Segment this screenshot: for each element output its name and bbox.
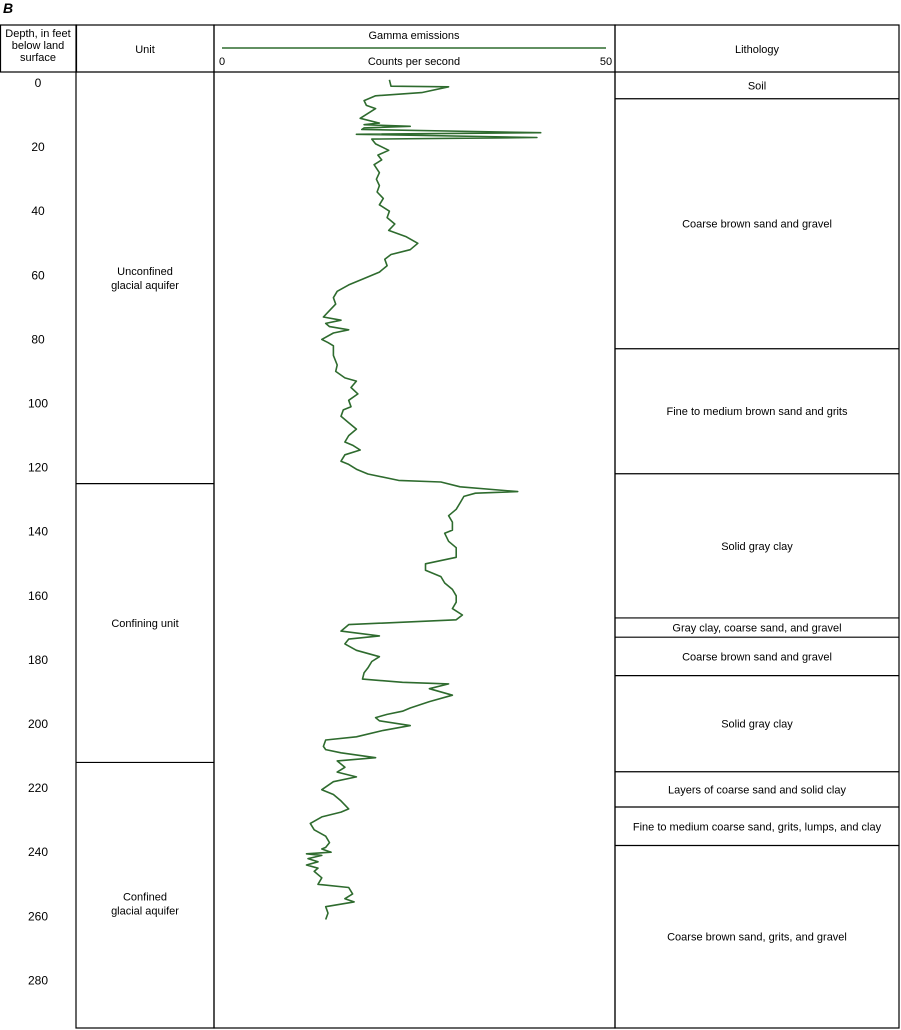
plot-column-frame [213,24,616,1029]
depth-tick-label: 40 [31,204,45,218]
depth-tick-labels: 0 20 40 60 80 100 120 140 160 180 200 220 240 260 280 [28,76,48,987]
depth-tick-label: 60 [31,268,45,282]
unit-column-header: Unit [135,44,155,56]
depth-tick-label: 80 [31,332,45,346]
lithology-label: Coarse brown sand and gravel [682,219,832,231]
unit-label: Unconfined [117,266,173,278]
lithology-label: Solid gray clay [721,719,793,731]
depth-tick-label: 0 [35,76,42,90]
depth-tick-label: 200 [28,717,48,731]
lithology-column-header: Lithology [735,44,780,56]
depth-header-line: surface [20,52,56,64]
depth-tick-label: 100 [28,397,48,411]
panel-label: B [3,0,14,16]
unit-label: Confining unit [111,618,178,630]
lithology-label: Coarse brown sand, grits, and gravel [667,932,847,944]
unit-label: glacial aquifer [111,280,179,292]
unit-intervals: Unconfined glacial aquifer Confining unit C… [76,266,214,917]
depth-tick-label: 240 [28,845,48,859]
depth-tick-label: 280 [28,973,48,987]
unit-column-frame [75,24,215,1029]
lithology-label: Gray clay, coarse sand, and gravel [672,623,841,635]
depth-tick-label: 160 [28,589,48,603]
lithology-label: Soil [748,80,766,92]
depth-tick-label: 260 [28,909,48,923]
depth-header-line: below land [12,40,65,52]
lithology-label: Fine to medium coarse sand, grits, lumps… [633,821,882,833]
depth-tick-label: 20 [31,140,45,154]
unit-label: Confined [123,891,167,903]
lithology-label: Coarse brown sand and gravel [682,651,832,663]
gamma-chart-title: Gamma emissions [368,30,460,42]
gamma-log-line [305,79,542,920]
lithology-label: Solid gray clay [721,541,793,553]
column-frames [0,24,900,1029]
depth-tick-label: 140 [28,525,48,539]
depth-header-line: Depth, in feet [5,28,70,40]
unit-label: glacial aquifer [111,905,179,917]
lithology-intervals: Soil Coarse brown sand and gravel Fine to … [615,80,899,944]
lithology-label: Fine to medium brown sand and grits [667,406,848,418]
depth-tick-label: 120 [28,461,48,475]
depth-tick-label: 180 [28,653,48,667]
depth-tick-label: 220 [28,781,48,795]
lithology-label: Layers of coarse sand and solid clay [668,784,846,796]
lithology-column-frame [614,24,900,1029]
x-tick-label-min: 0 [219,56,225,68]
x-axis-label: Counts per second [368,56,460,68]
x-tick-label-max: 50 [600,56,612,68]
